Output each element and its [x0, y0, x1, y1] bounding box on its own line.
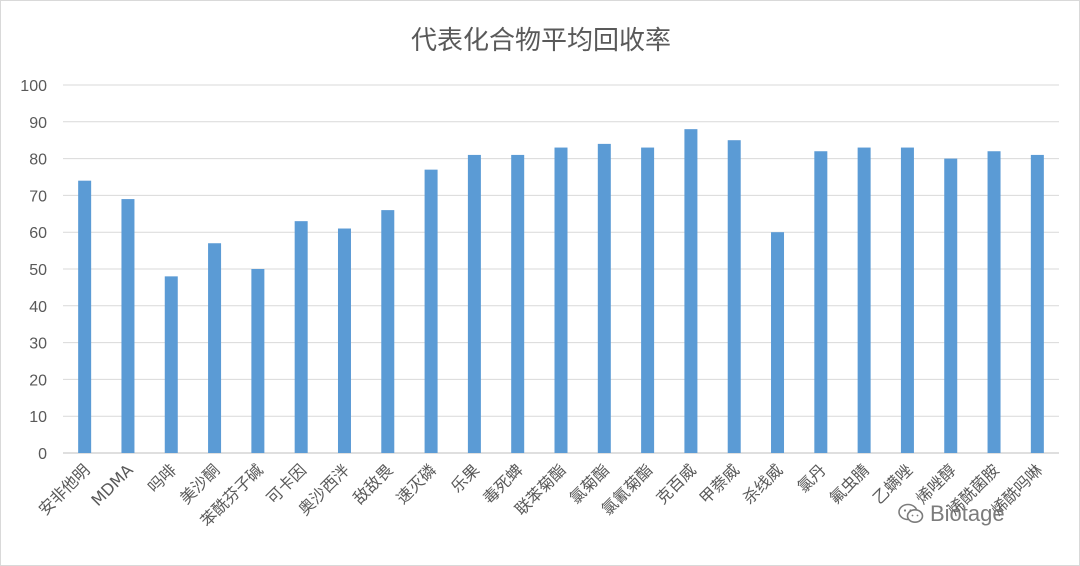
bar: [814, 151, 828, 454]
x-tick-label: 乐果: [447, 460, 483, 496]
y-tick-label: 40: [29, 299, 47, 316]
x-tick-label: 安非他明: [35, 460, 94, 519]
bar: [164, 276, 178, 453]
bar: [294, 221, 308, 453]
bar: [771, 232, 785, 453]
bar: [900, 147, 914, 453]
bar: [337, 228, 351, 453]
x-tick-label: 氟虫腈: [826, 460, 873, 507]
chart-title: 代表化合物平均回收率: [411, 26, 671, 56]
x-tick-label: 吗啡: [144, 460, 180, 496]
x-tick-label: 杀线威: [739, 460, 786, 507]
bar: [424, 169, 438, 453]
bar: [511, 154, 525, 454]
bar: [1030, 154, 1044, 454]
bar: [251, 269, 265, 453]
bar: [554, 147, 568, 453]
wechat-icon: [898, 503, 924, 523]
y-tick-label: 30: [29, 336, 47, 353]
y-tick-label: 50: [29, 262, 47, 279]
y-tick-label: 10: [29, 409, 47, 426]
y-tick-label: 0: [38, 446, 47, 463]
y-axis-tick-labels: 0 10 20 30 40 50 60 70 80 90 100: [20, 78, 47, 463]
bar: [597, 143, 611, 453]
y-tick-label: 20: [29, 372, 47, 389]
bars: [78, 129, 1044, 454]
bar: [78, 180, 92, 453]
bar: [727, 140, 741, 453]
bar: [381, 210, 395, 453]
bar: [641, 147, 655, 453]
x-tick-label: 氯丹: [794, 460, 830, 496]
bar: [208, 243, 222, 453]
x-tick-label: 速灭磷: [393, 460, 440, 507]
y-tick-label: 60: [29, 225, 47, 242]
bar: [684, 129, 698, 453]
y-tick-label: 100: [20, 78, 47, 95]
x-tick-label: MDMA: [87, 460, 136, 509]
x-tick-label: 克百威: [652, 460, 699, 507]
y-tick-label: 90: [29, 115, 47, 132]
bar: [987, 151, 1001, 454]
bar: [121, 199, 135, 453]
watermark: Biotage: [898, 501, 1005, 527]
y-tick-label: 70: [29, 188, 47, 205]
x-tick-label: 甲萘威: [696, 460, 743, 507]
bar: [467, 154, 481, 454]
watermark-text: Biotage: [930, 501, 1005, 526]
y-tick-label: 80: [29, 152, 47, 169]
x-tick-label: 敌敌畏: [349, 460, 396, 507]
bar: [944, 158, 958, 453]
bar: [857, 147, 871, 453]
